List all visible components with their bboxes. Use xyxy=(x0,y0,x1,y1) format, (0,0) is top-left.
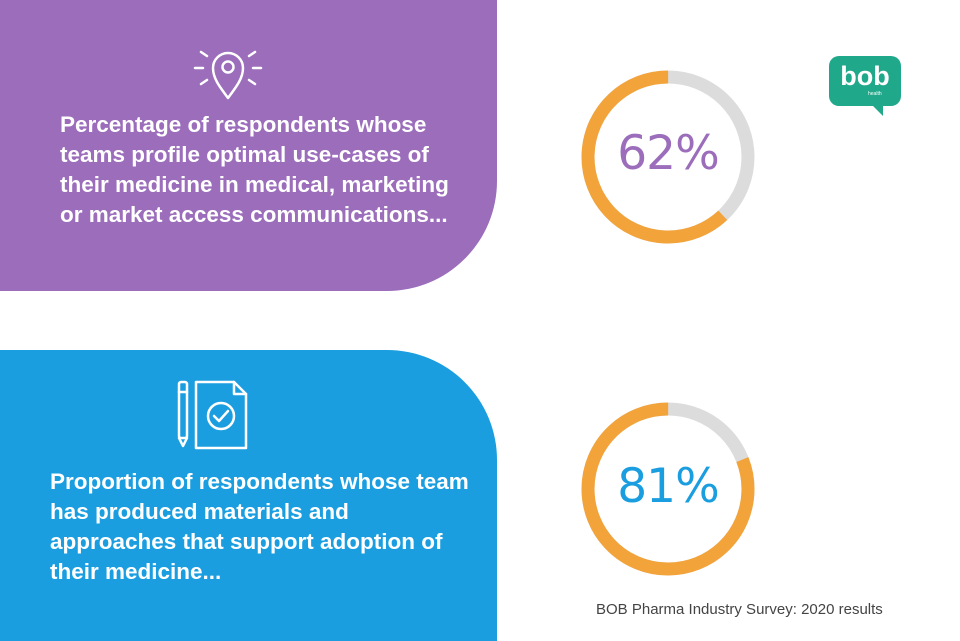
purple-stat-panel xyxy=(0,0,497,291)
donut-value-label-2: 81% xyxy=(617,459,719,514)
donut-chart-62 xyxy=(581,70,755,244)
donut-value-label-1: 62% xyxy=(617,126,719,181)
blue-stat-panel xyxy=(0,350,497,641)
donut-chart-81 xyxy=(581,402,755,576)
bob-health-logo xyxy=(829,56,901,116)
logo-text: bob xyxy=(840,61,890,91)
stat-description-1: Percentage of respondents whose teams pr… xyxy=(60,112,449,227)
location-pin-icon xyxy=(193,50,263,100)
stat-description-2: Proportion of respondents whose team has… xyxy=(50,469,469,584)
source-note: BOB Pharma Industry Survey: 2020 results xyxy=(596,601,883,618)
document-check-icon xyxy=(177,380,248,450)
donut-arc xyxy=(581,402,755,576)
logo-subtext: health xyxy=(868,91,882,97)
